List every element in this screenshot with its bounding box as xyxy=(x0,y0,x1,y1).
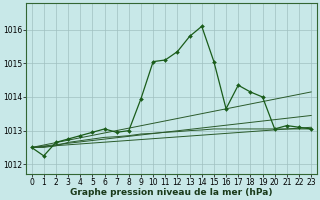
X-axis label: Graphe pression niveau de la mer (hPa): Graphe pression niveau de la mer (hPa) xyxy=(70,188,273,197)
